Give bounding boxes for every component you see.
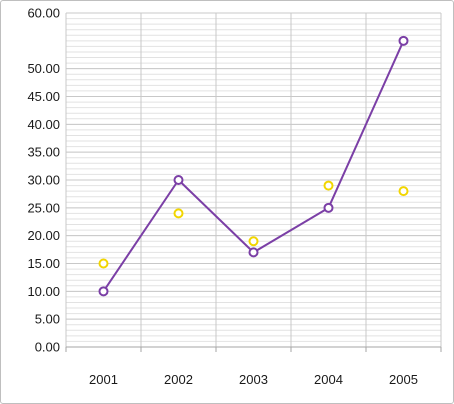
y-tick-label: 15.00: [27, 256, 60, 271]
axes: [65, 13, 442, 352]
y-tick-label: 5.00: [35, 312, 60, 327]
x-tick-label: 2003: [239, 372, 268, 387]
y-tick-label: 20.00: [27, 228, 60, 243]
line-point-marker: [323, 202, 334, 213]
y-tick-label: 50.00: [27, 61, 60, 76]
y-tick-label: 40.00: [27, 117, 60, 132]
x-tick-label: 2001: [89, 372, 118, 387]
y-tick-label: 25.00: [27, 200, 60, 215]
x-tick-label: 2005: [389, 372, 418, 387]
scatter-point-marker: [323, 180, 334, 191]
y-tick-label: 10.00: [27, 284, 60, 299]
y-tick-label: 60.00: [27, 6, 60, 21]
scatter-point-marker: [398, 186, 409, 197]
x-tick-label: 2002: [164, 372, 193, 387]
line-point-marker: [98, 286, 109, 297]
y-tick-label: 0.00: [35, 340, 60, 355]
scatter-point-marker: [173, 208, 184, 219]
line-point-marker: [398, 35, 409, 46]
major-gridlines: [66, 12, 441, 348]
y-axis-tick-labels: 0.00 5.00 10.00 15.00 20.00 25.00 30.00 35.00 40…: [27, 6, 60, 355]
y-tick-label: 30.00: [27, 173, 60, 188]
series-layer: [98, 35, 409, 297]
x-axis-tick-labels: 2001 2002 2003 2004 2005: [89, 372, 418, 387]
y-tick-label: 35.00: [27, 145, 60, 160]
x-tick-label: 2004: [314, 372, 343, 387]
scatter-point-marker: [248, 236, 259, 247]
scatter-point-marker: [98, 258, 109, 269]
line-point-marker: [248, 247, 259, 258]
line-point-marker: [173, 175, 184, 185]
y-tick-label: 45.00: [27, 89, 60, 104]
